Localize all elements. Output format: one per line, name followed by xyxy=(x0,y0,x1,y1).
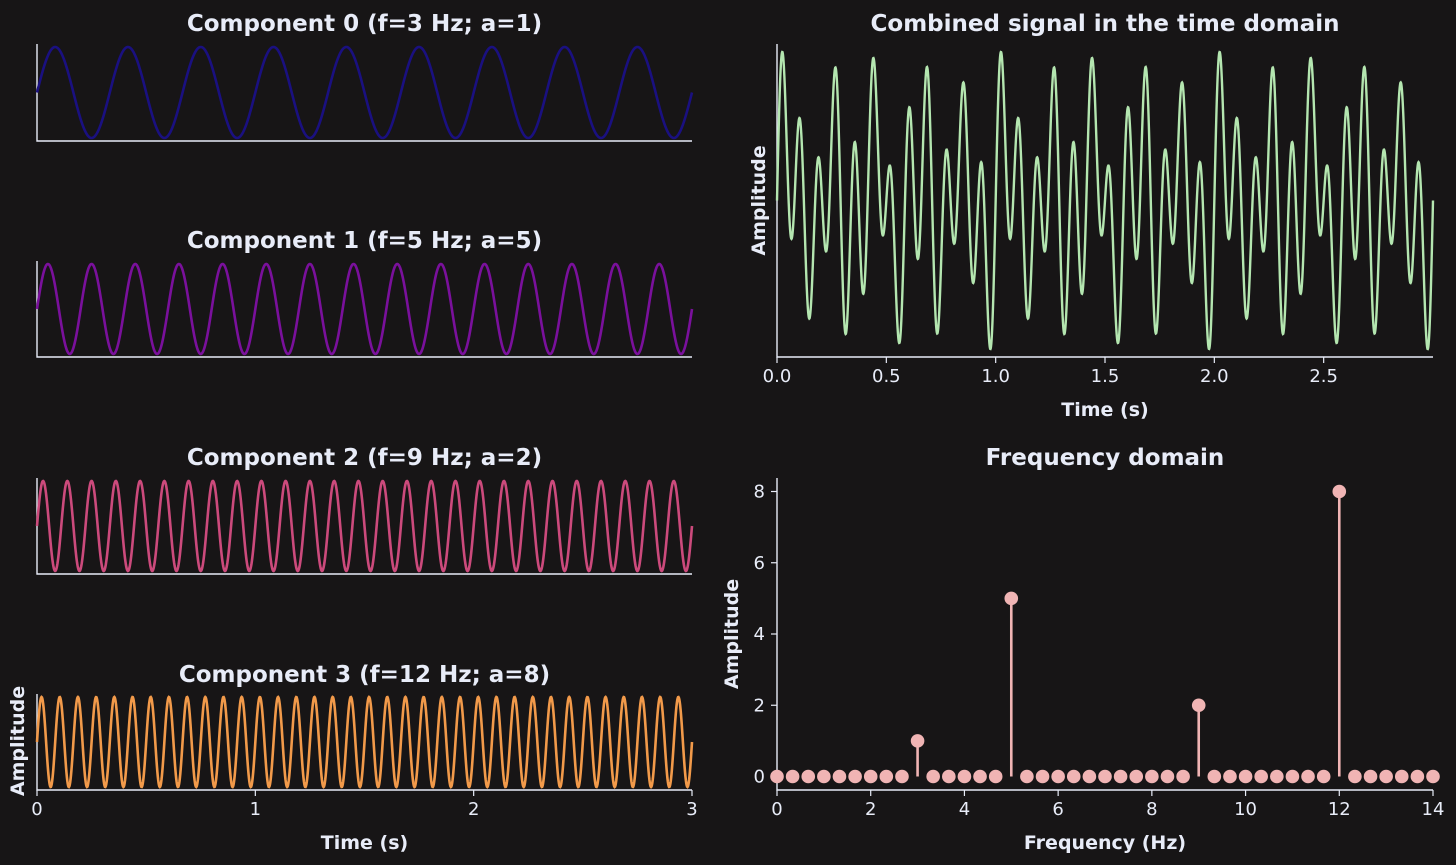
frequency-marker xyxy=(1223,769,1237,784)
frequency-marker xyxy=(1270,769,1284,784)
frequency-ytick-label: 6 xyxy=(754,553,765,574)
frequency-marker xyxy=(895,769,909,784)
frequency-xtick-label: 14 xyxy=(1422,799,1445,820)
frequency-marker xyxy=(1410,769,1425,784)
frequency-marker xyxy=(1051,769,1065,784)
combined-xtick-label: 1.5 xyxy=(1091,366,1120,387)
frequency-marker xyxy=(832,769,847,784)
combined-xtick-label: 0.0 xyxy=(763,366,792,387)
frequency-marker xyxy=(910,734,925,748)
frequency-marker xyxy=(770,769,784,784)
frequency-marker xyxy=(1082,769,1097,784)
frequency-marker xyxy=(1238,769,1253,784)
combined-panel: Combined signal in the time domain 0.0 0.5… xyxy=(748,11,1435,421)
component-2-panel: Component 2 (f=9 Hz; a=2) xyxy=(35,445,694,575)
frequency-marker xyxy=(1285,769,1300,784)
frequency-marker xyxy=(785,769,800,784)
frequency-marker xyxy=(863,769,878,784)
frequency-marker xyxy=(1316,769,1331,784)
frequency-ytick-label: 2 xyxy=(754,695,765,716)
component-2-title: Component 2 (f=9 Hz; a=2) xyxy=(187,445,542,471)
frequency-xtick-label: 12 xyxy=(1328,799,1351,820)
frequency-xlabel: Frequency (Hz) xyxy=(1024,832,1186,854)
combined-ylabel: Amplitude xyxy=(748,145,770,255)
combined-xtick-label: 2.5 xyxy=(1309,366,1338,387)
frequency-marker xyxy=(926,769,940,784)
frequency-marker xyxy=(848,769,862,784)
frequency-title: Frequency domain xyxy=(986,445,1225,471)
frequency-marker xyxy=(1207,769,1222,784)
combined-xtick-label: 2.0 xyxy=(1200,366,1229,387)
component-1-title: Component 1 (f=5 Hz; a=5) xyxy=(187,228,542,254)
frequency-marker xyxy=(1191,698,1206,713)
frequency-marker xyxy=(1176,769,1190,784)
combined-xlabel: Time (s) xyxy=(1061,399,1148,421)
frequency-marker xyxy=(1129,769,1144,784)
frequency-marker xyxy=(1254,769,1268,784)
component-3-ylabel: Amplitude xyxy=(7,686,29,796)
component-1-panel: Component 1 (f=5 Hz; a=5) xyxy=(35,228,694,358)
frequency-xtick-label: 0 xyxy=(771,799,782,820)
frequency-marker xyxy=(1098,769,1112,784)
component-2-line xyxy=(35,479,694,573)
frequency-marker xyxy=(988,769,1003,784)
component-0-title: Component 0 (f=3 Hz; a=1) xyxy=(187,11,542,37)
component-3-title: Component 3 (f=12 Hz; a=8) xyxy=(179,662,550,688)
component-3-xlabel: Time (s) xyxy=(321,832,408,854)
frequency-marker xyxy=(1066,769,1081,784)
frequency-ytick-label: 4 xyxy=(754,624,765,645)
frequency-axes xyxy=(776,478,1433,791)
component-2-axes xyxy=(36,478,692,575)
frequency-ylabel: Amplitude xyxy=(721,579,743,689)
component-3-xtick-label: 0 xyxy=(31,799,42,820)
frequency-xtick-label: 2 xyxy=(865,799,876,820)
combined-line xyxy=(775,50,1435,351)
combined-xtick-label: 0.5 xyxy=(872,366,901,387)
frequency-marker xyxy=(1113,769,1128,784)
component-0-line xyxy=(35,45,694,140)
component-3-xtick-label: 3 xyxy=(686,799,697,820)
frequency-marker xyxy=(1145,769,1159,784)
frequency-marker xyxy=(957,769,972,784)
frequency-xtick-label: 8 xyxy=(1146,799,1157,820)
frequency-marker xyxy=(817,769,831,784)
frequency-panel: Frequency domain 0 2 4 6 8 0 2 4 6 8 10 12 14 Frequenc… xyxy=(721,445,1444,854)
frequency-marker xyxy=(1160,769,1175,784)
frequency-xtick-label: 10 xyxy=(1234,799,1257,820)
frequency-xtick-label: 6 xyxy=(1052,799,1063,820)
frequency-marker xyxy=(801,769,816,784)
component-0-panel: Component 0 (f=3 Hz; a=1) xyxy=(35,11,694,142)
frequency-marker xyxy=(1332,484,1347,499)
component-1-axes xyxy=(36,261,692,358)
combined-title: Combined signal in the time domain xyxy=(871,11,1340,37)
frequency-marker xyxy=(1348,769,1362,784)
component-3-xtick-label: 2 xyxy=(468,799,479,820)
component-3-xtick-label: 1 xyxy=(250,799,261,820)
frequency-marker xyxy=(879,769,894,784)
frequency-marker xyxy=(1004,591,1019,606)
frequency-marker xyxy=(1035,769,1050,784)
component-3-line xyxy=(35,695,694,789)
frequency-marker xyxy=(1363,769,1378,784)
frequency-marker xyxy=(942,769,956,784)
component-1-line xyxy=(35,262,694,356)
frequency-xtick-label: 4 xyxy=(959,799,970,820)
frequency-marker xyxy=(1394,769,1409,784)
frequency-marker xyxy=(1426,769,1440,784)
frequency-ytick-label: 0 xyxy=(754,767,765,788)
frequency-marker xyxy=(1301,769,1315,784)
frequency-marker xyxy=(1379,769,1393,784)
component-0-axes xyxy=(36,44,692,142)
frequency-marker xyxy=(973,769,987,784)
frequency-ytick-label: 8 xyxy=(754,482,765,503)
combined-xtick-label: 1.0 xyxy=(981,366,1010,387)
frequency-marker xyxy=(1020,769,1034,784)
component-3-panel: Component 3 (f=12 Hz; a=8) 0 1 2 3 Time (s) Am… xyxy=(7,662,698,854)
